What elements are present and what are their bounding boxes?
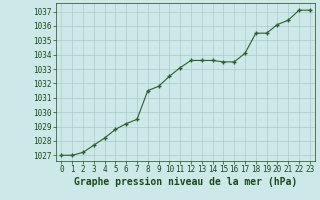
X-axis label: Graphe pression niveau de la mer (hPa): Graphe pression niveau de la mer (hPa) [74,177,297,187]
